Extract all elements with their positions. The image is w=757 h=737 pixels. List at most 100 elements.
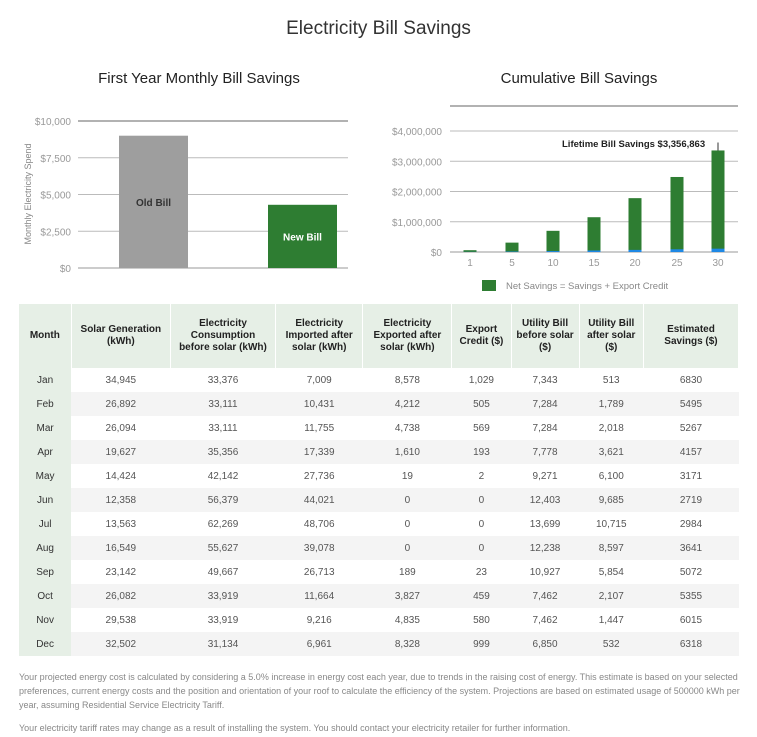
- table-cell: 569: [473, 422, 490, 434]
- table-row: Jan 34,945 33,376 7,009 8,578 1,029 7,343 513 68…: [19, 368, 739, 392]
- month-cell: Mar: [19, 416, 72, 440]
- table-cell: 7,284: [511, 392, 580, 416]
- table-cell: 2,018: [598, 422, 624, 434]
- column-header: Solar Generation (kWh): [71, 304, 171, 368]
- month-cell: Jun: [19, 488, 72, 512]
- table-cell: 6,850: [511, 632, 580, 656]
- table-cell: 23,142: [105, 566, 137, 578]
- chart2-bar-export-segment: [670, 249, 684, 252]
- chart2-annotation: Lifetime Bill Savings $3,356,863: [562, 139, 705, 150]
- table-cell: 13,699: [529, 518, 561, 530]
- chart2-bar-export-segment: [546, 251, 560, 252]
- table-cell: 5495: [643, 392, 739, 416]
- column-header: Electricity Exported after solar (kWh): [362, 304, 453, 368]
- chart2-bar-net-savings: [587, 217, 601, 252]
- month-cell: Feb: [19, 392, 72, 416]
- table-cell: 42,142: [207, 470, 239, 482]
- table-cell: 7,778: [511, 440, 580, 464]
- chart2-bar-export-segment: [587, 250, 601, 252]
- table-cell: 6318: [643, 632, 739, 656]
- chart2-bar-export-segment: [711, 248, 725, 252]
- table-cell: 580: [473, 614, 490, 626]
- table-cell: 5072: [679, 566, 703, 578]
- table-row: May 14,424 42,142 27,736 19 2 9,271 6,100 3171: [19, 464, 739, 488]
- table-row: Jul 13,563 62,269 48,706 0 0 13,699 10,715 2984: [19, 512, 739, 536]
- chart2-x-tick-label: 10: [547, 258, 559, 269]
- table-cell: 1,789: [579, 392, 644, 416]
- chart2-bar-net-savings: [546, 230, 560, 252]
- month-cell: Jul: [19, 512, 72, 536]
- chart2-x-tick-label: 15: [588, 258, 600, 269]
- table-cell: 33,111: [170, 392, 276, 416]
- table-cell: 32,502: [71, 632, 171, 656]
- table-cell: 7,462: [532, 614, 558, 626]
- table-cell: 44,021: [275, 488, 363, 512]
- table-row: Aug 16,549 55,627 39,078 0 0 12,238 8,597 3641: [19, 536, 739, 560]
- table-cell: 33,376: [207, 374, 239, 386]
- table-cell: 8,578: [394, 374, 420, 386]
- chart2-y-tick-label: $3,000,000: [392, 157, 442, 168]
- table-cell: 6,100: [598, 470, 624, 482]
- month-cell: May: [19, 464, 72, 488]
- table-cell: 6830: [679, 374, 703, 386]
- table-cell: 2984: [679, 518, 703, 530]
- table-cell: 7,343: [532, 374, 558, 386]
- table-cell: 3641: [643, 536, 739, 560]
- monthly-savings-chart-title: First Year Monthly Bill Savings: [98, 70, 300, 87]
- table-cell: 31,134: [170, 632, 276, 656]
- table-cell: 26,094: [105, 422, 137, 434]
- table-cell: 11,755: [304, 422, 335, 434]
- chart2-bar-net-savings: [463, 250, 477, 252]
- chart2-bar-net-savings: [505, 242, 519, 252]
- table-cell: 189: [399, 566, 416, 578]
- table-cell: 26,892: [71, 392, 171, 416]
- table-cell: 2: [478, 470, 485, 482]
- table-cell: 4,738: [394, 422, 420, 434]
- table-cell: 16,549: [71, 536, 171, 560]
- table-cell: 2719: [643, 488, 739, 512]
- chart1-y-tick-label: $5,000: [40, 191, 71, 202]
- table-row: Mar 26,094 33,111 11,755 4,738 569 7,284 2,018 5…: [19, 416, 739, 440]
- table-cell: 999: [451, 632, 512, 656]
- month-cell: Sep: [19, 560, 72, 584]
- table-cell: 193: [451, 440, 512, 464]
- chart2-x-tick-label: 1: [467, 258, 473, 269]
- table-row: Dec 32,502 31,134 6,961 8,328 999 6,850 532 6318: [19, 632, 739, 656]
- table-cell: 4157: [643, 440, 739, 464]
- table-cell: 49,667: [207, 566, 239, 578]
- chart1-bar-label: Old Bill: [136, 198, 171, 209]
- table-cell: 3171: [679, 470, 703, 482]
- table-cell: 0: [478, 518, 485, 530]
- table-cell: 5267: [679, 422, 703, 434]
- chart2-bar-export-segment: [628, 249, 642, 252]
- month-cell: Dec: [19, 632, 72, 656]
- table-cell: 3,827: [362, 584, 452, 608]
- column-header: Month: [19, 304, 72, 368]
- table-cell: 27,736: [303, 470, 335, 482]
- table-cell: 10,927: [529, 566, 561, 578]
- chart2-x-tick-label: 25: [671, 258, 683, 269]
- chart2-bar-net-savings: [711, 150, 725, 252]
- table-cell: 4,835: [394, 614, 420, 626]
- chart1-bar-label: New Bill: [283, 232, 322, 243]
- table-cell: 7,284: [532, 422, 558, 434]
- table-cell: 12,403: [511, 488, 580, 512]
- table-cell: 33,919: [170, 584, 276, 608]
- table-cell: 2,107: [579, 584, 644, 608]
- chart1-bar-new-bill: [268, 204, 337, 268]
- table-cell: 7,462: [511, 584, 580, 608]
- column-header: Utility Bill before solar ($): [511, 304, 580, 368]
- table-cell: 7,009: [306, 374, 332, 386]
- column-header: Utility Bill after solar ($): [579, 304, 644, 368]
- table-cell: 0: [362, 488, 452, 512]
- table-row: Feb 26,892 33,111 10,431 4,212 505 7,284 1,789 5…: [19, 392, 739, 416]
- chart2-bar-net-savings: [670, 176, 684, 252]
- table-cell: 62,269: [207, 518, 239, 530]
- table-cell: 33,111: [208, 422, 238, 434]
- table-cell: 17,339: [275, 440, 363, 464]
- monthly-savings-chart: $10,000 $7,500 $5,000 $2,500 $0 Monthly Elect…: [23, 117, 348, 275]
- table-cell: 8,597: [579, 536, 644, 560]
- month-cell: Jan: [19, 368, 72, 392]
- table-cell: 14,424: [105, 470, 137, 482]
- table-cell: 13,563: [105, 518, 137, 530]
